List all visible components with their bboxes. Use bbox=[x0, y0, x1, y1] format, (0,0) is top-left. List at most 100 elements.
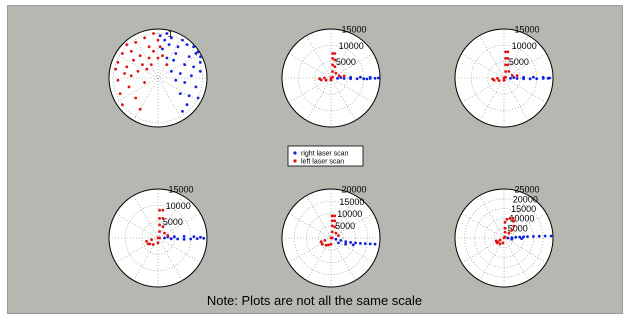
data-point bbox=[522, 75, 525, 79]
scale-note: Note: Plots are not all the same scale bbox=[206, 293, 423, 308]
data-point bbox=[515, 74, 519, 78]
data-point bbox=[176, 237, 180, 241]
data-point bbox=[333, 58, 337, 62]
right-scan-series-1 bbox=[158, 32, 202, 113]
data-point bbox=[116, 61, 120, 64]
left-scan-series-1 bbox=[114, 32, 169, 111]
data-point bbox=[377, 76, 380, 80]
data-point bbox=[537, 234, 541, 238]
data-point bbox=[158, 223, 162, 227]
data-point bbox=[541, 75, 545, 79]
data-point bbox=[156, 241, 160, 245]
r-tick-label: 10000 bbox=[337, 209, 362, 219]
data-point bbox=[503, 235, 507, 239]
data-point bbox=[330, 219, 334, 223]
r-tick-label: 15000 bbox=[511, 204, 536, 214]
data-point bbox=[176, 45, 180, 49]
data-point bbox=[161, 225, 165, 229]
data-point bbox=[520, 237, 523, 241]
r-tick-label: 10000 bbox=[512, 41, 537, 51]
data-point bbox=[363, 242, 367, 246]
legend-marker bbox=[293, 159, 297, 163]
data-point bbox=[515, 77, 519, 80]
data-point bbox=[330, 230, 334, 234]
data-point bbox=[129, 49, 133, 53]
data-point bbox=[373, 76, 377, 80]
data-point bbox=[327, 243, 330, 247]
data-point bbox=[161, 217, 165, 220]
data-point bbox=[198, 69, 202, 73]
grid-spoke bbox=[115, 53, 201, 103]
data-point bbox=[158, 208, 162, 212]
data-point bbox=[181, 38, 184, 42]
grid-ring bbox=[314, 61, 348, 95]
grid-ring bbox=[474, 208, 534, 268]
data-point bbox=[187, 94, 191, 98]
grid-ring bbox=[293, 200, 369, 276]
data-point bbox=[333, 225, 337, 229]
r-tick-label: 15000 bbox=[169, 185, 194, 195]
data-point bbox=[189, 237, 193, 241]
data-point bbox=[510, 228, 514, 232]
data-point bbox=[178, 72, 182, 75]
data-point bbox=[192, 235, 196, 239]
data-point bbox=[151, 243, 155, 246]
data-point bbox=[185, 103, 189, 107]
r-tick-label: 5000 bbox=[163, 217, 183, 227]
data-point bbox=[506, 50, 510, 54]
data-point bbox=[145, 67, 149, 71]
right-scan-series-3 bbox=[509, 75, 552, 81]
data-point bbox=[507, 70, 511, 73]
data-point bbox=[334, 231, 338, 235]
data-point bbox=[149, 63, 153, 66]
legend-entry: left laser scan bbox=[301, 159, 344, 166]
data-point bbox=[498, 238, 502, 242]
data-point bbox=[172, 58, 176, 62]
r-tick-label: 5000 bbox=[336, 57, 356, 67]
data-point bbox=[368, 75, 372, 79]
data-point bbox=[134, 96, 138, 100]
data-point bbox=[508, 217, 512, 220]
data-point bbox=[150, 238, 153, 242]
data-point bbox=[202, 236, 206, 240]
data-point bbox=[169, 237, 173, 241]
r-tick-label: 10000 bbox=[166, 201, 191, 211]
legend-marker bbox=[293, 151, 297, 155]
data-point bbox=[518, 235, 522, 239]
data-point bbox=[152, 49, 155, 53]
polar-plot-1: 1 bbox=[108, 28, 208, 128]
data-point bbox=[532, 75, 535, 79]
data-point bbox=[323, 76, 326, 80]
data-point bbox=[333, 214, 337, 218]
grid-ring bbox=[487, 61, 521, 95]
data-point bbox=[548, 76, 552, 80]
data-point bbox=[359, 242, 362, 245]
data-point bbox=[138, 54, 142, 58]
data-point bbox=[125, 43, 129, 46]
right-scan-series-4 bbox=[163, 235, 206, 241]
legend-box bbox=[287, 145, 364, 167]
data-point bbox=[158, 217, 162, 220]
r-tick-label: 20000 bbox=[513, 194, 538, 204]
data-point bbox=[319, 78, 323, 82]
data-point bbox=[512, 219, 516, 223]
data-point bbox=[329, 242, 333, 246]
data-point bbox=[324, 243, 328, 247]
data-point bbox=[355, 77, 359, 81]
data-point bbox=[161, 47, 164, 51]
data-point bbox=[498, 242, 502, 246]
r-tick-label: 1 bbox=[168, 29, 173, 39]
data-point bbox=[121, 52, 124, 55]
data-point bbox=[333, 219, 337, 223]
data-point bbox=[337, 241, 340, 245]
data-point bbox=[163, 38, 167, 42]
data-point bbox=[331, 52, 334, 55]
data-point bbox=[496, 76, 499, 80]
data-point bbox=[156, 56, 160, 60]
r-tick-label: 15000 bbox=[342, 25, 367, 35]
data-point bbox=[125, 65, 129, 69]
data-point bbox=[170, 36, 173, 40]
